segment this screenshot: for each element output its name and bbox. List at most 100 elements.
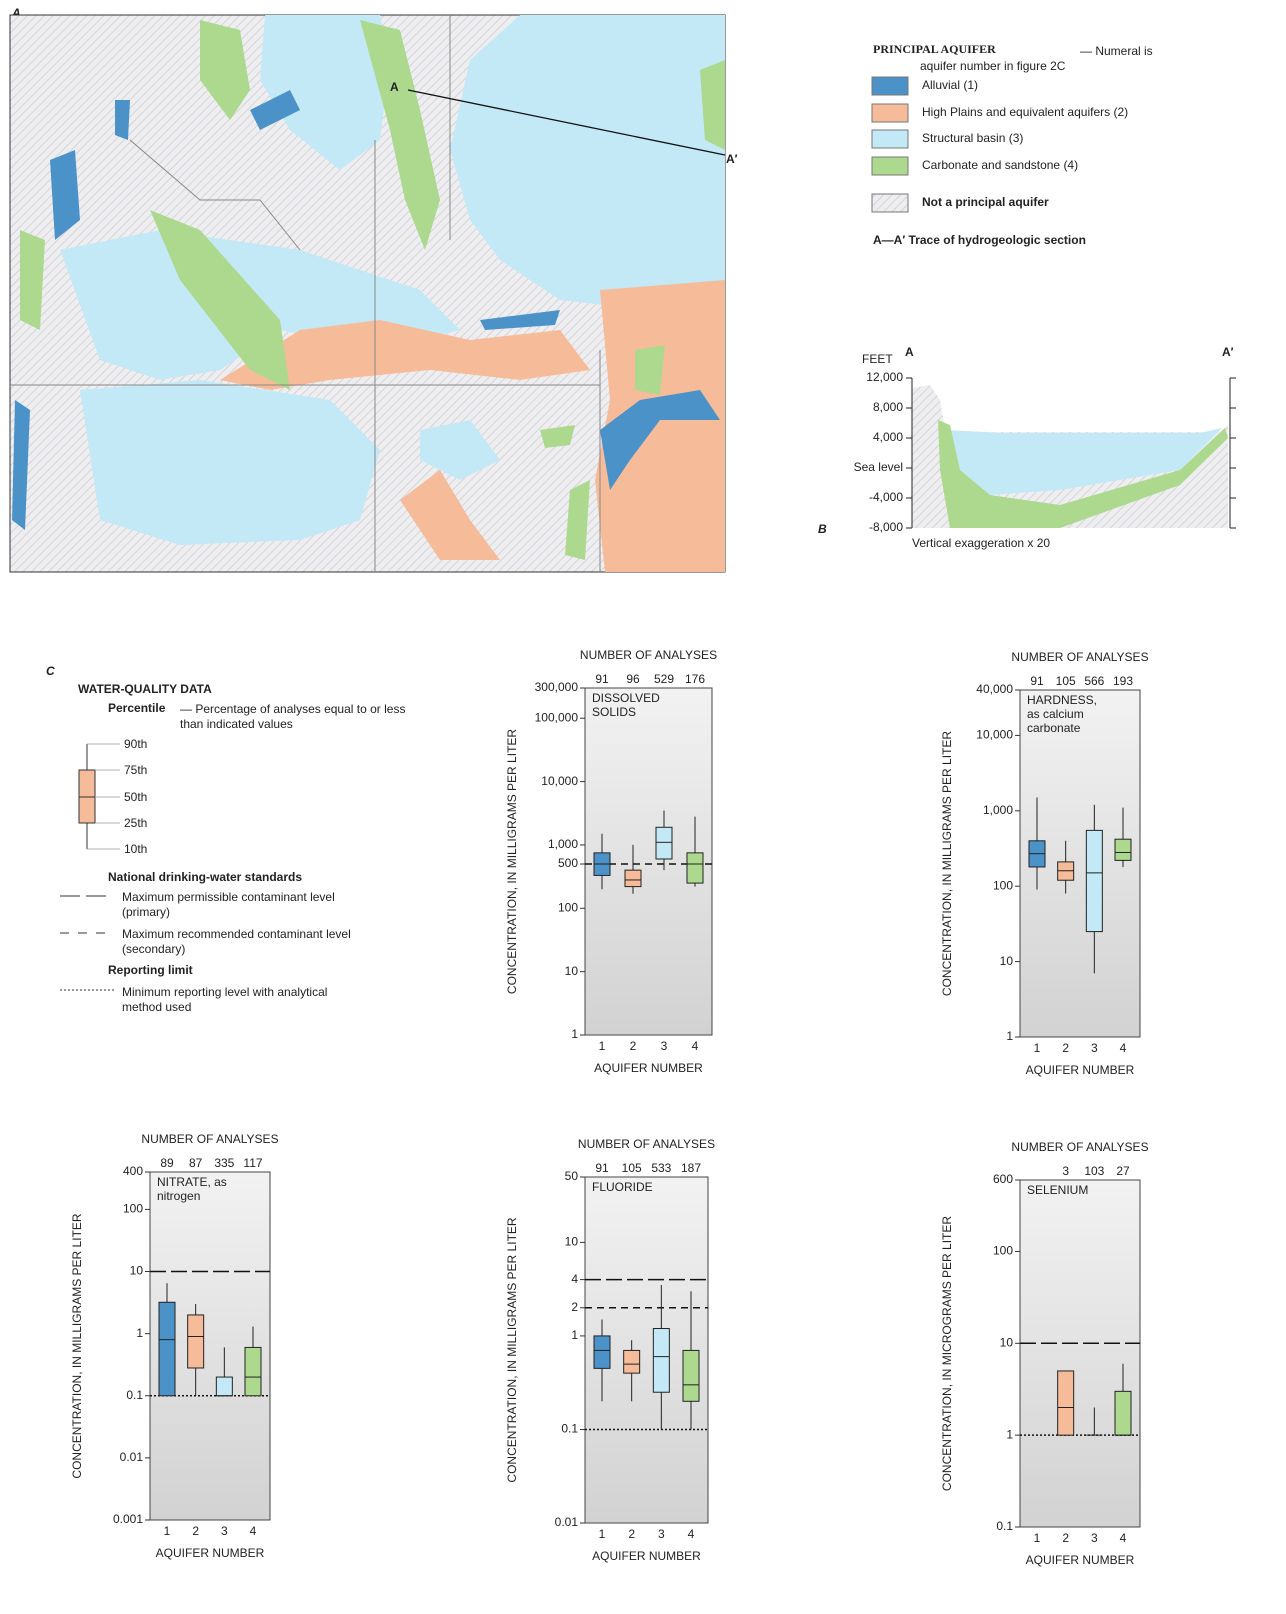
box [623,1349,641,1374]
standards-title: National drinking-water standards [108,870,302,884]
y-tick-label: 100 [558,900,578,914]
y-axis-title: CONCENTRATION, IN MILLIGRAMS PER LITER [940,731,954,996]
y-tick-label: 1 [571,1027,578,1041]
y-tick-label: 40,000 [976,682,1013,696]
y-tick-label: 8,000 [873,400,903,414]
box [1114,1390,1132,1436]
section-basin [945,428,1222,495]
box [244,1346,262,1397]
section-trace [407,89,726,156]
percentile-label: 50th [124,790,147,804]
y-tick-label: 10 [1000,1335,1014,1349]
x-tick-label: 4 [692,1039,699,1053]
percentile-label: 25th [124,816,147,830]
structural-basin [80,380,380,545]
count-label: 176 [685,672,705,686]
count-label: 91 [595,672,609,686]
y-axis-title: CONCENTRATION, IN MILLIGRAMS PER LITER [505,729,519,994]
box [158,1301,176,1397]
structural-basin [420,420,500,480]
legend-label: Carbonate and sandstone (4) [922,158,1078,172]
carbonate [360,20,440,250]
section: FEET A A′ B Vertical exaggeration x 20 1… [818,345,1236,550]
chart-title: NITRATE, as nitrogen [157,1175,227,1203]
x-tick-label: 2 [1062,1041,1069,1055]
end-label: A′ [1222,345,1234,359]
x-tick-label: 3 [1091,1531,1098,1545]
x-tick-label: 2 [630,1039,637,1053]
high-plains [400,470,500,560]
y-axis-title: CONCENTRATION, IN MILLIGRAMS PER LITER [505,1217,519,1482]
x-tick-label: 1 [1034,1041,1041,1055]
y-axis-title: CONCENTRATION, IN MICROGRAMS PER LITER [940,1216,954,1491]
count-label: 566 [1084,674,1104,688]
section-note: Vertical exaggeration x 20 [912,536,1050,550]
legend-swatch [871,76,909,96]
y-tick-label: 0.01 [120,1450,144,1464]
reporting-title: Reporting limit [108,963,193,977]
legend-swatch [871,103,909,123]
percentile-title: Percentile [108,701,166,715]
chart-title: HARDNESS, as calcium carbonate [1027,693,1098,735]
count-label: 187 [681,1161,701,1175]
counts-title: NUMBER OF ANALYSES [578,1137,715,1151]
percentile-label: 10th [124,842,147,856]
map-label: A [11,6,21,20]
count-label: 335 [214,1156,234,1170]
box [682,1349,700,1402]
x-axis-title: AQUIFER NUMBER [1026,1063,1135,1077]
box [1085,829,1103,933]
percentile-label: 75th [124,763,147,777]
y-tick-label: Sea level [854,460,903,474]
count-label: 533 [651,1161,671,1175]
count-label: 91 [595,1161,609,1175]
y-tick-label: 100 [993,1244,1013,1258]
count-label: 27 [1116,1164,1130,1178]
y-tick-label: 10,000 [541,774,578,788]
carbonate [565,480,590,560]
x-tick-label: 4 [1120,1531,1127,1545]
count-label: 96 [626,672,640,686]
count-label: 529 [654,672,674,686]
x-tick-label: 3 [221,1524,228,1538]
sample-leader [87,743,120,850]
plot-area [1019,1179,1141,1528]
chart-title: FLUORIDE [592,1180,653,1194]
legend-c-sample [60,743,120,991]
alluvial [50,150,80,240]
count-label: 91 [1030,674,1044,688]
x-tick-label: 1 [599,1527,606,1541]
legend-c-title: WATER-QUALITY DATA [78,682,212,696]
unit-label: FEET [862,352,893,366]
alluvial [250,90,300,130]
box [1114,838,1132,861]
legend-label: High Plains and equivalent aquifers (2) [922,105,1128,119]
y-tick-label: 10 [130,1264,144,1278]
y-tick-label: 1,000 [983,803,1013,817]
y-tick-label: -8,000 [869,520,903,534]
legend-c-label: C [46,664,55,678]
alluvial [12,400,30,530]
carbonate [150,210,290,390]
carbonate [700,60,725,150]
y-tick-label: 500 [558,856,578,870]
legend-trace: A—A′ Trace of hydrogeologic section [873,233,1086,247]
y-tick-label: 100,000 [535,710,579,724]
y-tick-label: 4 [571,1272,578,1286]
box [652,1328,670,1393]
chart-title: DISSOLVED SOLIDS [592,691,660,719]
x-tick-label: 1 [599,1039,606,1053]
y-tick-label: 0.01 [555,1515,579,1529]
percentile-note: — Percentage of analyses equal to or les… [180,702,406,731]
percentile-label: 90th [124,737,147,751]
y-tick-label: 0.1 [126,1388,143,1402]
structural-basin [260,15,390,170]
y-tick-label: 0.1 [561,1422,578,1436]
y-tick-label: 12,000 [866,370,903,384]
trace-label: A′ [726,152,738,166]
x-tick-label: 4 [250,1524,257,1538]
count-label: 105 [1056,674,1076,688]
x-tick-label: 3 [1091,1041,1098,1055]
structural-basin [450,15,725,310]
